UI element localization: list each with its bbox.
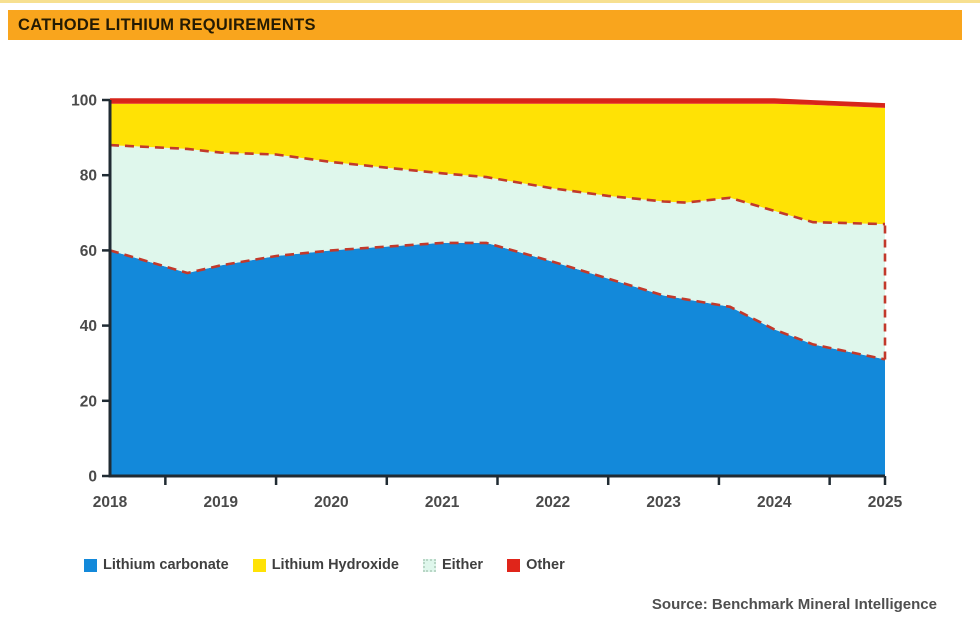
page-title: CATHODE LITHIUM REQUIREMENTS (18, 15, 316, 34)
y-tick-label: 20 (80, 393, 97, 410)
top-accent-strip (0, 0, 980, 3)
x-tick-label: 2021 (425, 494, 460, 511)
legend-label: Either (441, 557, 484, 573)
y-tick-label: 100 (71, 93, 97, 110)
y-tick-label: 60 (80, 243, 97, 260)
source-attribution: Source: Benchmark Mineral Intelligence (651, 596, 937, 613)
x-tick-label: 2020 (314, 494, 348, 511)
legend-item-other: Other (507, 557, 565, 573)
legend-label: Lithium carbonate (103, 557, 229, 573)
chart-legend: Lithium carbonate Lithium Hydroxide Eith… (84, 557, 565, 573)
legend-swatch-lithium-carbonate-icon (84, 558, 97, 572)
x-tick-label: 2022 (536, 494, 570, 511)
legend-swatch-lithium-hydroxide-icon (252, 558, 266, 572)
x-tick-label: 2025 (868, 494, 903, 511)
x-tick-label: 2024 (757, 494, 792, 511)
legend-item-either: Either (422, 557, 484, 573)
y-tick-label: 0 (88, 469, 97, 486)
x-tick-label: 2018 (93, 494, 128, 511)
title-bar: CATHODE LITHIUM REQUIREMENTS (8, 10, 962, 40)
axes: 0 20 40 60 80 100 2018 2019 2020 2021 2022 2023 2024… (71, 93, 902, 512)
legend-item-lithium-hydroxide: Lithium Hydroxide (252, 557, 399, 573)
legend-item-lithium-carbonate: Lithium carbonate (84, 557, 229, 573)
area-other (110, 100, 885, 108)
legend-swatch-other-icon (507, 558, 521, 572)
x-tick-label: 2023 (646, 494, 681, 511)
boundary-lines (109, 98, 887, 361)
x-tick-label: 2019 (203, 494, 238, 511)
legend-label: Other (526, 557, 565, 573)
y-tick-label: 80 (80, 168, 97, 185)
legend-label: Lithium Hydroxide (271, 557, 399, 573)
legend-swatch-either-icon (422, 558, 436, 572)
y-tick-label: 40 (80, 318, 97, 335)
area-lithium-carbonate (110, 242, 885, 476)
area-bands (110, 100, 885, 476)
area-either (110, 145, 885, 360)
area-lithium-hydroxide (110, 103, 885, 225)
